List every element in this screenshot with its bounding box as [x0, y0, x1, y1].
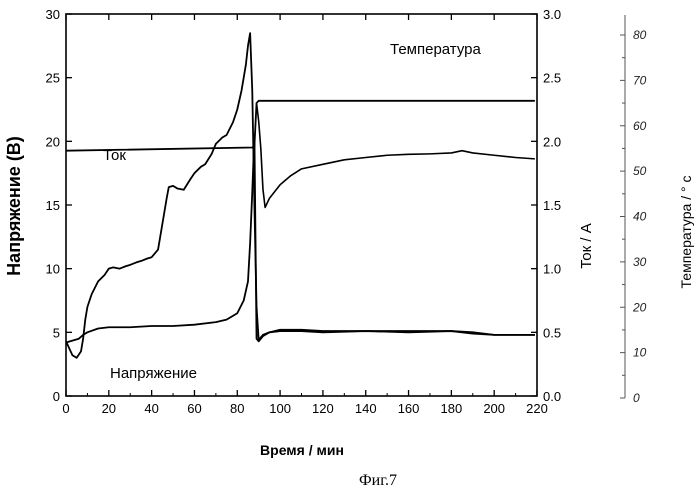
y-left-tick-label: 15 [46, 198, 60, 213]
y-right1-tick-label: 1.0 [543, 262, 561, 277]
plot-border [66, 14, 537, 396]
series-line-2 [66, 101, 535, 151]
y-right2-tick-label: 40 [633, 210, 647, 224]
plot-frame [66, 14, 537, 396]
y-left-tick-label: 25 [46, 71, 60, 86]
x-tick-label: 180 [441, 401, 463, 416]
x-tick-label: 80 [230, 401, 244, 416]
x-tick-label: 40 [144, 401, 158, 416]
y-left-tick-label: 30 [46, 7, 60, 22]
x-axis-title: Время / мин [260, 442, 344, 458]
y-right2-tick-label: 60 [633, 119, 647, 133]
y-right2-axis-title: Температура / ° с [678, 176, 694, 289]
y-left-tick-label: 20 [46, 134, 60, 149]
y-left-tick-label: 5 [53, 325, 60, 340]
series-line-0 [66, 33, 535, 358]
y-right1-tick-label: 2.5 [543, 71, 561, 86]
y-right1-tick-label: 0.0 [543, 389, 561, 404]
y-left-tick-label: 0 [53, 389, 60, 404]
y-right1-axis-title: Ток / А [578, 223, 595, 268]
series-line-1 [66, 135, 535, 343]
x-tick-label: 60 [187, 401, 201, 416]
x-tick-label: 20 [102, 401, 116, 416]
y-left-tick-label: 10 [46, 262, 60, 277]
y-right2-tick-label: 70 [633, 73, 647, 87]
figure-caption: Фиг.7 [359, 472, 397, 489]
y-right2-tick-label: 30 [633, 255, 647, 269]
y-right2-tick-label: 10 [633, 346, 647, 360]
y-right2-tick-label: 20 [632, 300, 647, 314]
axis-ticks: 0204060801001201401601802002200510152025… [46, 7, 647, 416]
y-right1-tick-label: 3.0 [543, 7, 561, 22]
x-tick-label: 140 [355, 401, 377, 416]
y-right1-tick-label: 2.0 [543, 134, 561, 149]
annotation-voltage: Напряжение [110, 365, 197, 382]
y-right2-tick-label: 80 [633, 28, 647, 42]
y-right1-tick-label: 1.5 [543, 198, 561, 213]
series-line-3 [257, 103, 535, 207]
y-left-axis-title: Напряжение (В) [4, 136, 24, 276]
annotation-temperature: Температура [390, 41, 482, 58]
series-layer [66, 33, 535, 358]
y-right1-tick-label: 0.5 [543, 325, 561, 340]
x-tick-label: 100 [269, 401, 291, 416]
x-tick-label: 120 [312, 401, 334, 416]
annotation-current: Ток [103, 147, 126, 164]
x-tick-label: 0 [62, 401, 69, 416]
y-right2-tick-label: 0 [633, 391, 640, 405]
x-tick-label: 160 [398, 401, 420, 416]
x-tick-label: 200 [483, 401, 505, 416]
y-right2-tick-label: 50 [633, 164, 647, 178]
